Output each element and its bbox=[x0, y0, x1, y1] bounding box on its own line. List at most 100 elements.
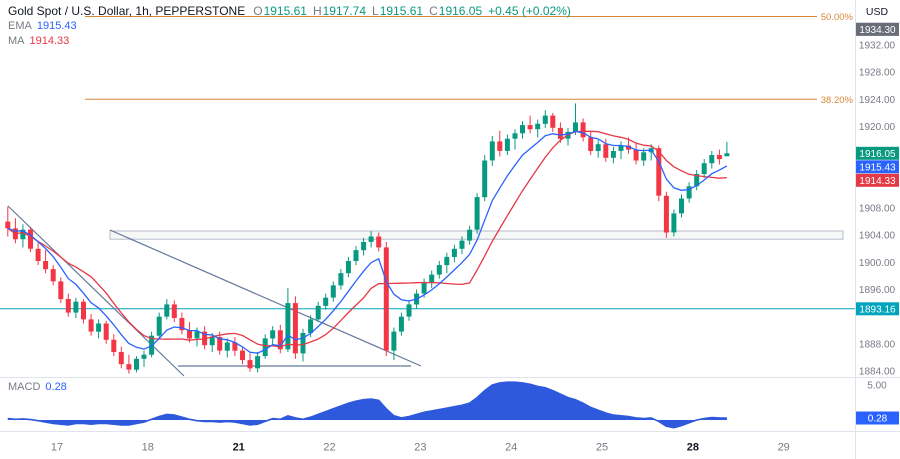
symbol-title[interactable]: Gold Spot / U.S. Dollar, 1h, PEPPERSTONE bbox=[8, 4, 246, 18]
axis-currency-label[interactable]: USD bbox=[866, 6, 889, 18]
candle bbox=[164, 299, 170, 320]
candle bbox=[368, 231, 374, 248]
price-tick-label: 1900.00 bbox=[859, 258, 896, 269]
trend-line[interactable] bbox=[7, 205, 185, 377]
candle bbox=[504, 134, 510, 155]
candle bbox=[610, 146, 616, 164]
macd-tick-label: 5.00 bbox=[867, 381, 887, 392]
price-badge-label: 1916.05 bbox=[859, 149, 896, 160]
candle bbox=[656, 145, 662, 202]
candle bbox=[489, 136, 495, 166]
time-axis-label: 23 bbox=[414, 442, 426, 454]
low-label: L bbox=[372, 4, 379, 18]
candle bbox=[716, 149, 722, 165]
candle bbox=[361, 237, 367, 256]
symbol-legend[interactable]: Gold Spot / U.S. Dollar, 1h, PEPPERSTONE… bbox=[8, 4, 571, 18]
candle bbox=[595, 140, 601, 158]
high-value: 1917.74 bbox=[322, 4, 367, 18]
macd-area bbox=[7, 382, 727, 428]
macd-label: MACD bbox=[8, 381, 41, 393]
candle bbox=[285, 288, 291, 352]
candle bbox=[65, 293, 71, 317]
candle bbox=[542, 110, 548, 128]
candle bbox=[224, 338, 230, 358]
candle bbox=[134, 356, 139, 373]
candle bbox=[118, 346, 124, 369]
candle bbox=[709, 151, 715, 169]
candle bbox=[535, 119, 541, 138]
candle bbox=[482, 155, 488, 202]
time-axis-label: 25 bbox=[596, 442, 608, 454]
price-badge bbox=[856, 173, 899, 187]
candle bbox=[262, 334, 268, 359]
candle bbox=[618, 141, 624, 160]
close-value: 1916.05 bbox=[438, 4, 483, 18]
candle bbox=[573, 103, 578, 135]
candle bbox=[497, 130, 503, 157]
candle bbox=[603, 138, 609, 162]
candle bbox=[292, 296, 298, 359]
time-axis-label: 24 bbox=[505, 442, 517, 454]
ema-label: EMA bbox=[8, 20, 32, 32]
price-tick-label: 1928.00 bbox=[859, 68, 896, 79]
candle bbox=[701, 159, 707, 179]
change-value: +0.45 (+0.02%) bbox=[488, 4, 571, 18]
trend-line[interactable] bbox=[109, 229, 422, 367]
candle bbox=[383, 242, 389, 357]
close-label: C bbox=[429, 4, 438, 18]
candle bbox=[202, 326, 208, 350]
candle bbox=[179, 312, 185, 335]
price-tick-label: 1932.00 bbox=[859, 41, 896, 52]
price-badge-label: 1934.30 bbox=[859, 25, 896, 36]
candle bbox=[588, 131, 594, 155]
candle bbox=[512, 129, 518, 150]
candle bbox=[459, 236, 465, 255]
high-label: H bbox=[312, 4, 322, 18]
price-badge bbox=[856, 160, 899, 174]
candle bbox=[43, 250, 49, 274]
candle bbox=[187, 322, 192, 343]
macd-legend[interactable]: MACD 0.28 bbox=[8, 381, 67, 393]
ema-value: 1915.43 bbox=[36, 20, 77, 32]
candle bbox=[451, 244, 457, 263]
candles-layer bbox=[5, 103, 730, 374]
candle bbox=[88, 314, 94, 336]
candle bbox=[315, 301, 321, 323]
price-zone-box[interactable] bbox=[109, 230, 844, 240]
candle bbox=[580, 118, 586, 142]
candle bbox=[73, 297, 79, 318]
annotations-layer: 50.00% 38.20% bbox=[0, 12, 855, 377]
candle bbox=[557, 122, 563, 143]
macd-badge-label: 0.28 bbox=[868, 414, 888, 425]
time-axis-label: 17 bbox=[51, 442, 63, 454]
candle bbox=[679, 194, 684, 218]
open-value: 1915.61 bbox=[263, 4, 307, 18]
candle bbox=[171, 300, 177, 323]
ema-line bbox=[7, 130, 728, 354]
ema-legend[interactable]: EMA 1915.43 bbox=[8, 20, 77, 32]
candle bbox=[550, 112, 556, 132]
candle bbox=[96, 319, 102, 339]
price-tick-label: 1920.00 bbox=[859, 122, 896, 133]
candle bbox=[5, 206, 11, 237]
ma-legend[interactable]: MA 1914.33 bbox=[8, 35, 69, 47]
open-label: O bbox=[253, 4, 263, 18]
candle bbox=[474, 193, 480, 234]
fib-level-label: 38.20% bbox=[821, 95, 854, 106]
time-axis-label: 22 bbox=[323, 442, 335, 454]
candle bbox=[398, 312, 404, 336]
candle bbox=[81, 299, 86, 324]
time-axis-label: 18 bbox=[142, 442, 154, 454]
candle bbox=[111, 334, 117, 357]
time-axis-label: 29 bbox=[778, 442, 790, 454]
time-axis-label: 28 bbox=[687, 442, 699, 454]
candle bbox=[467, 225, 473, 245]
candle bbox=[270, 326, 276, 346]
macd-value: 0.28 bbox=[45, 381, 67, 393]
candle bbox=[20, 224, 26, 248]
candle bbox=[50, 265, 56, 286]
price-tick-label: 1884.00 bbox=[859, 367, 896, 378]
